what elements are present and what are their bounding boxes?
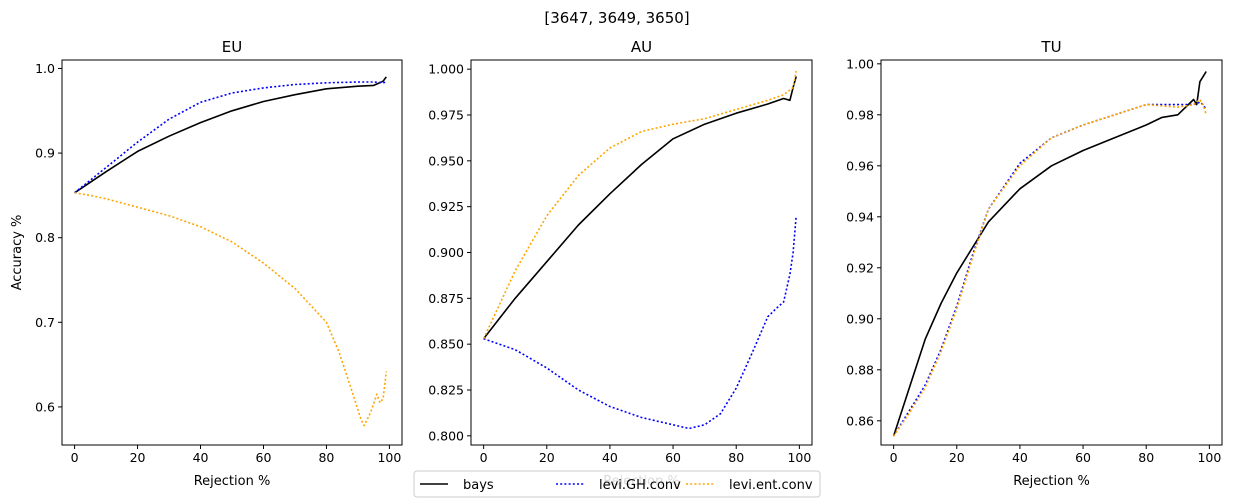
y-tick-label: 0.6 [35, 399, 55, 414]
x-axis-label: Rejection % [1013, 474, 1090, 489]
y-tick-label: 0.900 [428, 245, 464, 260]
subplot-title: TU [1040, 38, 1061, 56]
series-line-levi-ent-conv [482, 70, 797, 340]
x-axis-label: Rejection % [194, 474, 271, 489]
series-line-levi-ent-conv [74, 192, 388, 427]
x-tick-label: 100 [377, 450, 401, 465]
y-tick-label: 0.94 [846, 209, 874, 224]
y-tick-label: 0.950 [428, 153, 464, 168]
y-tick-label: 0.88 [846, 362, 874, 377]
y-tick-label: 0.86 [846, 413, 874, 428]
x-tick-label: 60 [665, 450, 681, 465]
y-tick-label: 0.90 [846, 311, 874, 326]
y-tick-label: 0.7 [35, 315, 55, 330]
x-tick-label: 20 [539, 450, 555, 465]
y-tick-label: 0.9 [35, 146, 55, 161]
y-tick-label: 0.875 [428, 291, 464, 306]
series-group [892, 71, 1207, 437]
y-tick-label: 0.975 [428, 108, 464, 123]
subplot-au: 0 20 40 60 80 100 0.800 0.825 0.850 0.875 0.900 0.9… [428, 38, 813, 489]
y-tick-label: 1.0 [35, 61, 55, 76]
x-tick-label: 80 [728, 450, 744, 465]
y-tick-label: 0.850 [428, 337, 464, 352]
x-tick-label: 20 [130, 450, 146, 465]
series-line-bays [74, 76, 387, 194]
y-tick-label: 0.825 [428, 383, 464, 398]
subplot-eu: 0 20 40 60 80 100 0.6 0.7 0.8 0.9 1.0 EU Rejection %… [10, 38, 403, 489]
x-tick-label: 80 [1138, 450, 1154, 465]
subplots: 0 20 40 60 80 100 0.6 0.7 0.8 0.9 1.0 EU Rejection %… [10, 38, 1223, 489]
legend-label: levi.GH.conv [599, 478, 681, 493]
x-tick-label: 40 [1012, 450, 1028, 465]
series-line-bays [892, 71, 1207, 437]
x-tick-label: 100 [787, 450, 811, 465]
legend: bays levi.GH.conv levi.ent.conv [413, 470, 821, 498]
x-tick-label: 0 [890, 450, 898, 465]
subplot-title: EU [222, 38, 242, 56]
x-tick-label: 20 [949, 450, 965, 465]
subplot-tu: 0 20 40 60 80 100 0.86 0.88 0.90 0.92 0.94 0.96 0.98… [846, 38, 1223, 489]
x-tick-label: 40 [193, 450, 209, 465]
figure-title: [3647, 3649, 3650] [544, 9, 689, 27]
axes-frame [61, 59, 403, 446]
y-tick-label: 1.000 [428, 62, 464, 77]
series-line-levi-GH-conv [483, 215, 797, 430]
y-tick-label: 0.800 [428, 428, 464, 443]
y-axis-label: Accuracy % [10, 215, 25, 291]
x-tick-label: 40 [602, 450, 618, 465]
series-line-levi-ent-conv [892, 98, 1207, 437]
series-line-bays [482, 76, 797, 340]
x-tick-label: 100 [1197, 450, 1221, 465]
series-line-levi-GH-conv [74, 81, 387, 194]
x-tick-label: 60 [1075, 450, 1091, 465]
legend-label: bays [463, 478, 494, 493]
y-tick-label: 0.96 [846, 158, 874, 173]
legend-label: levi.ent.conv [729, 478, 813, 493]
series-group [74, 76, 388, 427]
subplot-title: AU [631, 38, 652, 56]
axes-frame [880, 59, 1223, 446]
y-tick-label: 0.92 [846, 260, 874, 275]
series-line-levi-GH-conv [892, 101, 1207, 437]
series-group [482, 70, 797, 430]
x-tick-label: 80 [318, 450, 334, 465]
y-tick-label: 0.98 [846, 107, 874, 122]
x-tick-label: 0 [71, 450, 79, 465]
y-tick-label: 0.925 [428, 199, 464, 214]
legend-box [413, 470, 821, 498]
axes-frame [470, 59, 813, 446]
x-tick-label: 0 [480, 450, 488, 465]
y-tick-label: 1.00 [846, 56, 874, 71]
y-tick-label: 0.8 [35, 230, 55, 245]
x-tick-label: 60 [256, 450, 272, 465]
